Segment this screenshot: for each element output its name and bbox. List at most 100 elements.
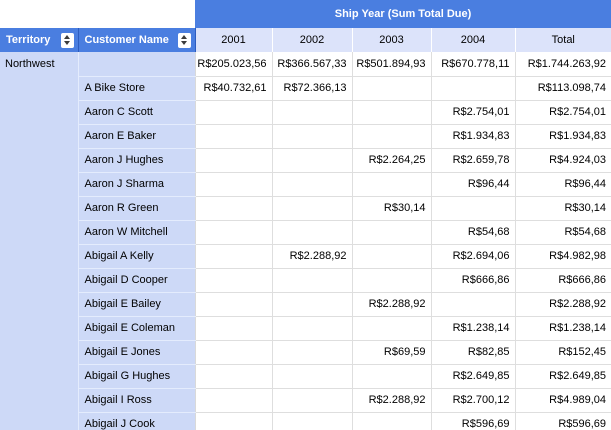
value-cell-2004: R$54,68 [431,220,516,245]
territory-cell [0,76,79,100]
sort-icon[interactable] [60,32,74,48]
value-cell-2002 [272,148,353,173]
territory-cell [0,100,79,124]
territory-cell [0,244,79,268]
column-header-2002: 2002 [272,28,353,52]
customer-name-cell: Abigail G Hughes [78,364,196,389]
territory-cell [0,364,79,388]
value-cell-total: R$4.924,03 [515,148,611,173]
table-row: Abigail E Bailey R$2.288,92 R$2.288,92 [0,292,611,317]
customer-name-cell: Aaron J Hughes [78,148,196,173]
value-cell-2004: R$96,44 [431,172,516,197]
value-cell-2003 [352,244,432,269]
territory-cell [0,268,79,292]
table-row: Aaron W Mitchell R$54,68 R$54,68 [0,220,611,245]
value-cell-2003 [352,364,432,389]
value-cell-total: R$1.934,83 [515,124,611,149]
value-cell-total: R$2.288,92 [515,292,611,317]
value-cell-2004: R$2.649,85 [431,364,516,389]
value-cell-2004: R$2.754,01 [431,100,516,125]
value-cell-2002 [272,388,353,413]
value-cell-total: R$54,68 [515,220,611,245]
territory-cell: Northwest [0,52,79,76]
customer-name-cell: Aaron C Scott [78,100,196,125]
value-cell-total: R$596,69 [515,412,611,430]
customer-name-cell: Abigail J Cook [78,412,196,430]
territory-cell [0,172,79,196]
customer-name-header-label: Customer Name [84,34,169,46]
customer-name-cell: Abigail D Cooper [78,268,196,293]
table-row: Aaron C Scott R$2.754,01 R$2.754,01 [0,100,611,125]
value-cell-2003: R$2.288,92 [352,292,432,317]
value-cell-2001 [195,196,273,221]
customer-name-cell: A Bike Store [78,76,196,101]
sort-icon[interactable] [177,32,191,48]
value-cell-total: R$666,86 [515,268,611,293]
table-row: Abigail E Jones R$69,59 R$82,85 R$152,45 [0,340,611,365]
value-cell-2001 [195,244,273,269]
value-cell-2003: R$69,59 [352,340,432,365]
value-cell-2001 [195,388,273,413]
value-cell-2001 [195,340,273,365]
value-cell-2002 [272,364,353,389]
customer-name-cell: Abigail E Jones [78,340,196,365]
territory-cell [0,220,79,244]
value-cell-2003 [352,316,432,341]
value-cell-2004 [431,292,516,317]
customer-name-cell: Abigail E Coleman [78,316,196,341]
table-row: Abigail J Cook R$596,69 R$596,69 [0,412,611,430]
territory-cell [0,340,79,364]
value-cell-2002 [272,124,353,149]
value-cell-2001 [195,124,273,149]
customer-name-cell: Abigail E Bailey [78,292,196,317]
table-row: Abigail I Ross R$2.288,92 R$2.700,12 R$4… [0,388,611,413]
customer-name-cell: Aaron W Mitchell [78,220,196,245]
value-cell-2002 [272,292,353,317]
value-cell-2003: R$2.264,25 [352,148,432,173]
value-cell-2002 [272,340,353,365]
territory-cell [0,316,79,340]
value-cell-2004: R$1.934,83 [431,124,516,149]
value-cell-2004: R$82,85 [431,340,516,365]
territory-cell [0,292,79,316]
value-cell-2001 [195,148,273,173]
value-cell-2002 [272,172,353,197]
value-cell-2002 [272,220,353,245]
table-row: Northwest R$205.023,56 R$366.567,33 R$50… [0,52,611,77]
territory-cell [0,388,79,412]
territory-cell [0,412,79,430]
value-cell-2001 [195,292,273,317]
value-cell-2001 [195,172,273,197]
table-row: Aaron J Sharma R$96,44 R$96,44 [0,172,611,197]
territory-cell [0,196,79,220]
table-row: A Bike Store R$40.732,61 R$72.366,13 R$1… [0,76,611,101]
table-row: Abigail E Coleman R$1.238,14 R$1.238,14 [0,316,611,341]
customer-name-column-header[interactable]: Customer Name [78,28,196,52]
value-cell-2001 [195,412,273,430]
column-header-2004: 2004 [431,28,516,52]
blank-corner [0,0,195,28]
territory-column-header[interactable]: Territory [0,28,79,52]
value-cell-2003: R$2.288,92 [352,388,432,413]
value-cell-2003: R$501.894,93 [352,52,432,77]
value-cell-2003 [352,268,432,293]
territory-cell [0,148,79,172]
column-header-row: Territory Customer Name 2001 2002 2003 2… [0,28,611,52]
value-cell-2002 [272,316,353,341]
value-cell-2004: R$1.238,14 [431,316,516,341]
value-cell-total: R$30,14 [515,196,611,221]
column-header-2003: 2003 [352,28,432,52]
value-cell-2004 [431,196,516,221]
value-cell-2002: R$2.288,92 [272,244,353,269]
value-cell-total: R$4.989,04 [515,388,611,413]
customer-name-cell: Abigail A Kelly [78,244,196,269]
value-cell-2004: R$670.778,11 [431,52,516,77]
value-cell-2003 [352,412,432,430]
value-cell-2002 [272,268,353,293]
table-row: Aaron E Baker R$1.934,83 R$1.934,83 [0,124,611,149]
value-cell-2003 [352,220,432,245]
banner-title: Ship Year (Sum Total Due) [195,0,611,28]
value-cell-2001 [195,316,273,341]
value-cell-2001 [195,100,273,125]
